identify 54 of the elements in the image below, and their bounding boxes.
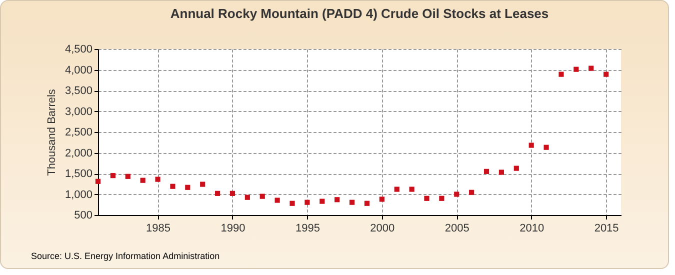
x-tick-label: 2010	[520, 222, 544, 234]
point	[394, 186, 400, 192]
point	[244, 194, 250, 200]
chart-title: Annual Rocky Mountain (PADD 4) Crude Oil Stocks at Leases	[170, 6, 549, 21]
point	[498, 170, 504, 175]
y-tick-label: 1,500	[64, 168, 92, 180]
x-tick-label: 2015	[594, 222, 619, 234]
point	[95, 178, 101, 184]
y-tick-label: 1,000	[64, 188, 92, 201]
y-axis-title: Thousand Barrels	[46, 88, 58, 176]
x-tick-label: 1995	[295, 222, 320, 234]
y-tick-label: 3,500	[64, 85, 92, 97]
x-tick-label: 1985	[146, 222, 171, 234]
point	[528, 142, 534, 148]
point	[125, 174, 130, 179]
point	[170, 184, 176, 189]
x-tick-label: 1990	[220, 222, 246, 234]
point	[364, 200, 370, 206]
x-tick-label: 2005	[444, 222, 470, 234]
point	[604, 72, 609, 77]
point	[349, 200, 355, 205]
point	[379, 196, 384, 202]
point	[290, 200, 295, 206]
point	[558, 72, 564, 77]
point	[185, 184, 190, 190]
y-tick-label: 4,000	[64, 64, 92, 76]
point	[439, 196, 444, 201]
y-tick-label: 2,000	[64, 147, 92, 160]
point	[588, 66, 594, 71]
point	[409, 186, 414, 192]
point	[200, 182, 206, 187]
point	[110, 173, 116, 178]
point	[454, 192, 460, 197]
point	[214, 190, 220, 196]
point	[334, 197, 340, 202]
point	[424, 196, 430, 201]
point	[260, 194, 265, 199]
point	[274, 198, 280, 203]
x-tick-label: 2000	[370, 222, 395, 234]
point	[155, 176, 160, 182]
point	[514, 166, 519, 171]
point	[320, 198, 325, 204]
point	[304, 200, 310, 205]
source-note: Source: U.S. Energy Information Administration	[31, 251, 220, 261]
point	[484, 168, 490, 174]
point	[574, 66, 579, 72]
y-tick-label: 3,000	[64, 106, 92, 118]
point	[469, 190, 474, 195]
y-tick-label: 500	[74, 210, 92, 222]
y-tick-label: 2,500	[64, 126, 92, 138]
y-tick-label: 4,500	[64, 44, 92, 56]
point	[230, 190, 236, 196]
point	[140, 178, 146, 183]
point	[544, 144, 549, 150]
